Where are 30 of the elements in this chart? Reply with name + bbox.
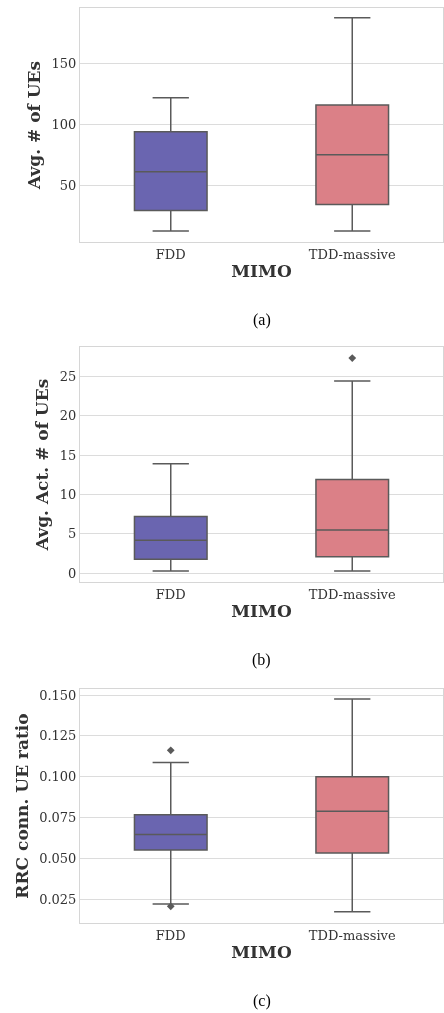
- y-tick-label: 20: [59, 408, 77, 424]
- x-tick-label: FDD: [155, 927, 186, 943]
- x-axis-title: MIMO: [231, 942, 292, 962]
- y-tick-label: 150: [51, 56, 77, 72]
- y-tick-label: 100: [51, 116, 77, 132]
- y-tick-label: 0.150: [39, 687, 77, 703]
- y-tick-label: 0.050: [39, 850, 77, 866]
- x-tick-label: FDD: [155, 586, 186, 602]
- y-tick-label: 25: [59, 368, 77, 384]
- y-tick-label: 0.125: [39, 728, 77, 744]
- y-tick-label: 0.025: [39, 891, 77, 907]
- y-tick-label: 15: [59, 447, 77, 463]
- y-axis-title: Avg. Act. # of UEs: [32, 378, 53, 552]
- y-tick-label: 0.075: [39, 809, 77, 825]
- y-tick-label: 5: [68, 526, 77, 542]
- x-tick-label: TDD-massive: [308, 927, 396, 943]
- x-tick-label: TDD-massive: [308, 246, 396, 262]
- text: (c): [253, 992, 271, 1010]
- x-axis-title: MIMO: [231, 601, 292, 621]
- text: (b): [252, 651, 271, 669]
- text: (a): [253, 311, 271, 329]
- y-tick-label: 0.100: [39, 769, 77, 785]
- x-tick-label: FDD: [155, 246, 186, 262]
- y-tick-label: 10: [59, 487, 77, 503]
- y-tick-label: 50: [59, 177, 77, 193]
- y-axis-title: RRC conn. UE ratio: [11, 713, 32, 899]
- x-tick-label: TDD-massive: [308, 586, 396, 602]
- x-axis-title: MIMO: [231, 261, 292, 281]
- y-tick-label: 0: [68, 565, 77, 581]
- y-axis-title: Avg. # of UEs: [24, 60, 45, 191]
